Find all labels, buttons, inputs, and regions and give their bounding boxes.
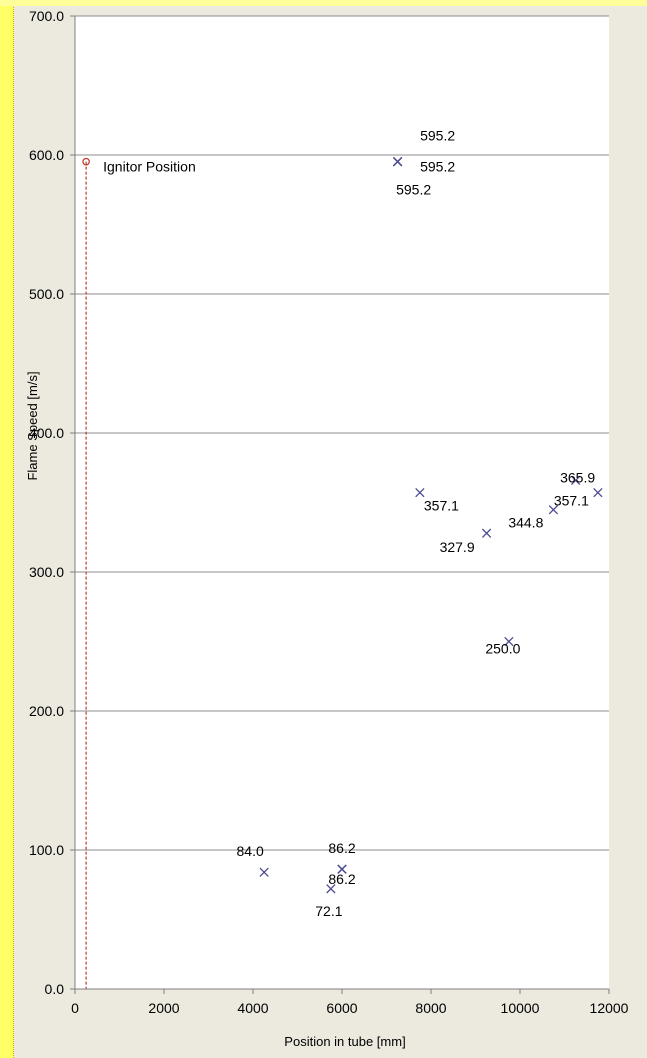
data-label: 595.2 bbox=[420, 128, 455, 144]
ignitor-label: Ignitor Position bbox=[103, 159, 196, 175]
data-point: 84.0 bbox=[237, 843, 269, 877]
data-point: 327.9 bbox=[440, 528, 492, 555]
point-marker-stroke bbox=[570, 475, 581, 486]
point-marker-stroke bbox=[392, 157, 403, 167]
x-tick-label: 4000 bbox=[237, 1000, 268, 1016]
y-tick-label: 500.0 bbox=[29, 286, 64, 302]
data-label: 72.1 bbox=[315, 903, 342, 919]
y-tick-label: 700.0 bbox=[29, 8, 64, 24]
point-marker-stroke bbox=[548, 505, 559, 515]
y-axis-title: Flame Speed [m/s] bbox=[25, 371, 40, 480]
data-label: 84.0 bbox=[237, 843, 264, 859]
left-margin-strip bbox=[0, 0, 14, 1058]
point-marker-stroke bbox=[481, 528, 492, 538]
grid-lines bbox=[75, 15, 609, 851]
data-label: 357.1 bbox=[554, 493, 589, 509]
x-tick-label: 8000 bbox=[415, 1000, 446, 1016]
data-point: 344.8 bbox=[508, 505, 559, 531]
data-label: 250.0 bbox=[485, 641, 520, 657]
top-margin-strip bbox=[0, 0, 647, 6]
y-tick-label: 200.0 bbox=[29, 703, 64, 719]
data-point: 357.1 bbox=[554, 487, 603, 509]
data-point: 365.9 bbox=[560, 469, 595, 485]
point-marker-stroke bbox=[504, 636, 514, 647]
y-tick-labels: 0.0 100.0 200.0 300.0 400.0 500.0 600.0 700.0 bbox=[29, 8, 75, 997]
point-marker-stroke bbox=[415, 487, 425, 498]
y-tick-label: 100.0 bbox=[29, 842, 64, 858]
data-point: 250.0 bbox=[485, 636, 521, 657]
x-tick-labels: 0 2000 4000 6000 8000 10000 12000 bbox=[71, 989, 629, 1016]
ignitor-marker-group: Ignitor Position bbox=[82, 157, 196, 989]
data-label: 327.9 bbox=[440, 539, 475, 555]
y-tick-label: 400.0 bbox=[29, 425, 64, 441]
x-tick-label: 2000 bbox=[148, 1000, 179, 1016]
ignitor-point bbox=[82, 157, 90, 166]
x-tick-label: 10000 bbox=[501, 1000, 540, 1016]
data-label: 357.1 bbox=[424, 498, 459, 514]
point-marker-stroke bbox=[337, 864, 347, 874]
x-tick-label: 6000 bbox=[326, 1000, 357, 1016]
point-marker-stroke bbox=[259, 867, 269, 877]
plot-area bbox=[75, 16, 609, 989]
data-label: 595.2 bbox=[396, 182, 431, 198]
point-marker-stroke bbox=[593, 487, 603, 498]
data-points: 84.0 72.1 86.2 86.2 595.2 595.2 595.2 357.1 327.… bbox=[237, 128, 603, 919]
data-label: 344.8 bbox=[508, 515, 543, 531]
data-point: 357.1 bbox=[415, 487, 459, 514]
data-label: 86.2 bbox=[328, 871, 355, 887]
x-axis-title: Position in tube [mm] bbox=[284, 1034, 405, 1049]
y-tick-label: 0.0 bbox=[45, 981, 65, 997]
y-tick-label: 600.0 bbox=[29, 147, 64, 163]
data-label: 86.2 bbox=[328, 840, 355, 856]
data-point: 86.2 bbox=[328, 864, 356, 887]
data-point: 72.1 bbox=[315, 884, 343, 919]
y-tick-label: 300.0 bbox=[29, 564, 64, 580]
x-tick-label: 0 bbox=[71, 1000, 79, 1016]
data-label: 365.9 bbox=[560, 469, 595, 485]
x-tick-label: 12000 bbox=[590, 1000, 629, 1016]
point-marker-stroke bbox=[326, 884, 336, 894]
data-label: 595.2 bbox=[420, 159, 455, 175]
data-point: 595.2 bbox=[392, 157, 431, 198]
